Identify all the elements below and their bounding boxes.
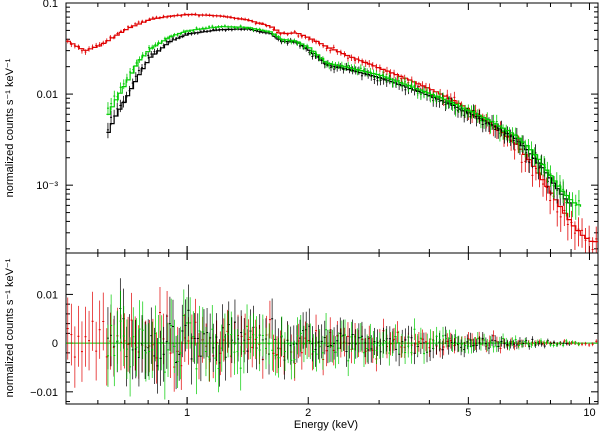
residual-panel: 1 2 5 10 0.01 0 −0.01 xyxy=(30,252,599,419)
top-y-axis-title: normalized counts s⁻¹ keV⁻¹ xyxy=(4,58,16,197)
y-tick-label: 10⁻³ xyxy=(36,180,58,192)
x-tick-label: 2 xyxy=(305,407,311,419)
residual-plot-area xyxy=(66,278,598,400)
spectrum-plot-area xyxy=(66,12,598,253)
x-tick-label: 1 xyxy=(184,407,190,419)
y-tick-label: 0.1 xyxy=(43,0,58,10)
spectrum-panel: 0.1 0.01 10⁻³ xyxy=(36,0,599,404)
bottom-y-axis-title: normalized counts s⁻¹ keV⁻¹ xyxy=(4,258,16,397)
y-tick-label: 0.01 xyxy=(37,289,58,301)
model-line xyxy=(106,26,582,207)
spectrum-frame xyxy=(65,2,599,254)
model-line xyxy=(106,28,572,207)
x-axis-title: Energy (keV) xyxy=(294,419,358,431)
model-line xyxy=(66,13,598,243)
x-tick-label: 5 xyxy=(465,407,471,419)
y-tick-label: −0.01 xyxy=(30,387,58,399)
residual-frame xyxy=(65,252,599,405)
x-tick-label: 10 xyxy=(583,407,595,419)
y-tick-label: 0 xyxy=(52,338,58,350)
y-tick-label: 0.01 xyxy=(37,89,58,101)
